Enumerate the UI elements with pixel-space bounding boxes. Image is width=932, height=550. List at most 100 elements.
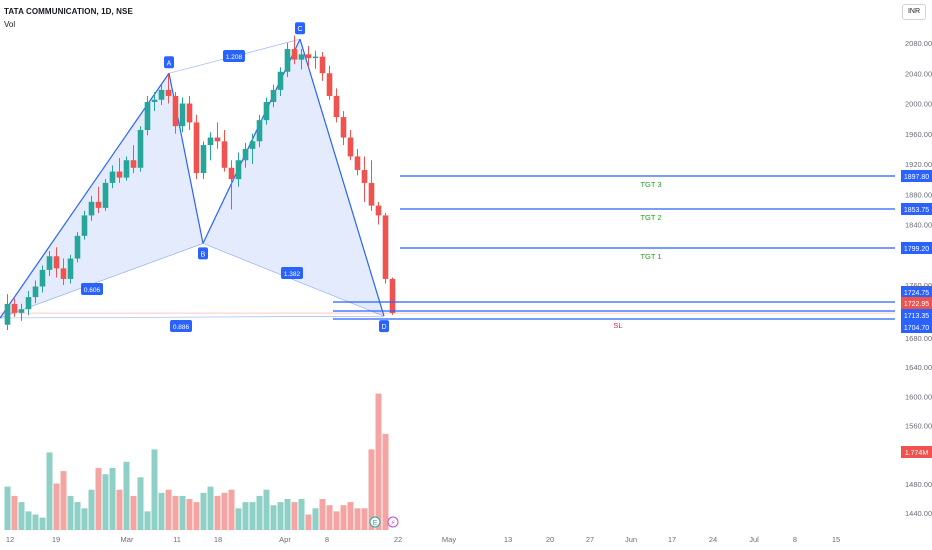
time-axis[interactable]: 12 19 Mar 11 18 Apr 8 22 May 13 20 27 Jun 17 24 Jul 8 15 E…	[6, 516, 840, 544]
pattern-ratio-line	[0, 243, 204, 319]
volume-bar	[375, 393, 382, 530]
candle-body	[88, 201, 95, 216]
volume-bar	[39, 517, 46, 530]
candle-body	[32, 286, 39, 298]
candle-body	[18, 309, 25, 313]
event-marker	[387, 516, 399, 528]
volume-indicator-label[interactable]: Vol	[4, 20, 16, 29]
candle-body	[326, 73, 333, 96]
candle-body	[389, 278, 396, 313]
level-price-tag	[901, 321, 932, 333]
pattern-ratio-label: 1.208	[226, 54, 243, 61]
price-tick-label: 1880.00	[905, 190, 932, 199]
time-tick-label: Mar	[121, 535, 134, 544]
candle-body	[151, 99, 158, 102]
last-price-tag-label: 1722.95	[904, 301, 929, 308]
time-tick-label: 11	[173, 535, 181, 544]
candle-body	[256, 120, 263, 142]
candle-body	[165, 89, 172, 96]
candle-body	[305, 54, 312, 59]
volume-bar	[116, 489, 123, 530]
volume-bar	[235, 508, 242, 530]
earnings-marker-label: E	[373, 520, 378, 527]
price-tick-label: 1600.00	[905, 392, 932, 401]
volume-bar	[256, 495, 263, 530]
volume-bar	[67, 495, 74, 530]
price-tick-label: 2000.00	[905, 100, 932, 109]
volume-bar	[214, 495, 221, 530]
currency-label[interactable]: INR	[902, 4, 926, 20]
time-tick-label: 19	[52, 535, 60, 544]
volume-bar	[60, 471, 67, 530]
volume-bar	[354, 508, 361, 530]
level-name-label: SL	[613, 321, 622, 330]
candle-body	[347, 137, 354, 157]
pattern-ratio-badge	[81, 283, 103, 295]
pattern-point-badge	[295, 22, 305, 35]
price-tick-label: 1440.00	[905, 509, 932, 518]
level-price-tag	[901, 286, 932, 298]
pattern-point-label: D	[381, 324, 386, 331]
volume-bar	[284, 499, 291, 530]
candle-body	[144, 101, 151, 130]
price-tick-label: 1840.00	[905, 221, 932, 230]
level-price-tag	[901, 309, 932, 321]
volume-bar	[165, 489, 172, 530]
time-tick-label: 8	[325, 535, 329, 544]
volume-bar	[382, 433, 389, 530]
volume-bar	[368, 449, 375, 530]
candle-body	[25, 297, 32, 310]
pattern-xab-fill	[0, 73, 203, 318]
level-price-tag	[901, 203, 932, 215]
volume-bar	[81, 508, 88, 530]
volume-bar	[74, 502, 81, 530]
level-price-tag-label: 1713.35	[904, 313, 929, 320]
volume-bar	[95, 468, 102, 530]
candle-body	[193, 122, 200, 174]
volume-tag-label: 1.774M	[905, 450, 929, 457]
volume-bar	[361, 508, 368, 530]
candle-body	[130, 160, 137, 168]
time-tick-label: Apr	[279, 535, 291, 544]
price-tick-label: 2040.00	[905, 69, 932, 78]
pattern-ratio-label: 1.382	[284, 271, 301, 278]
volume-bar	[53, 483, 60, 530]
level-price-tag-label: 1853.75	[904, 207, 929, 214]
price-tick-label: 2080.00	[905, 39, 932, 48]
candle-body	[319, 56, 326, 74]
candle-body	[312, 56, 319, 59]
pattern-ratio-line	[0, 315, 385, 319]
volume-bar	[109, 468, 116, 530]
candle-body	[221, 141, 228, 168]
level-price-tag-label: 1799.20	[904, 246, 929, 253]
pattern-point-label: B	[201, 251, 206, 258]
volume-bar	[193, 502, 200, 530]
pattern-ratio-label: 0.606	[84, 287, 101, 294]
time-tick-label: Jul	[749, 535, 759, 544]
candle-body	[333, 95, 340, 118]
volume-bar	[102, 474, 109, 530]
volume-bar	[158, 492, 165, 530]
time-tick-label: 15	[832, 535, 840, 544]
time-tick-label: 17	[668, 535, 676, 544]
volume-bar	[11, 495, 18, 530]
volume-bar	[312, 508, 319, 530]
candle-body	[4, 303, 11, 325]
level-name-label: TGT 1	[640, 252, 661, 261]
time-tick-label: Jun	[625, 535, 637, 544]
chart-title: TATA COMMUNICATION, 1D, NSE	[4, 7, 133, 16]
volume-bar	[242, 502, 249, 530]
time-tick-label: 22	[394, 535, 402, 544]
volume-bar	[319, 499, 326, 530]
volume-bar	[137, 477, 144, 530]
candle-body	[179, 103, 186, 127]
price-axis[interactable]: 2080.00 2040.00 2000.00 1960.00 1920.00 1880.…	[905, 39, 932, 518]
volume-bar	[249, 502, 256, 530]
candle-body	[235, 160, 242, 180]
level-price-tag	[901, 170, 932, 182]
volume-bar	[263, 489, 270, 530]
candlestick-series	[4, 35, 396, 331]
volume-bar	[228, 489, 235, 530]
volume-bar	[200, 492, 207, 530]
